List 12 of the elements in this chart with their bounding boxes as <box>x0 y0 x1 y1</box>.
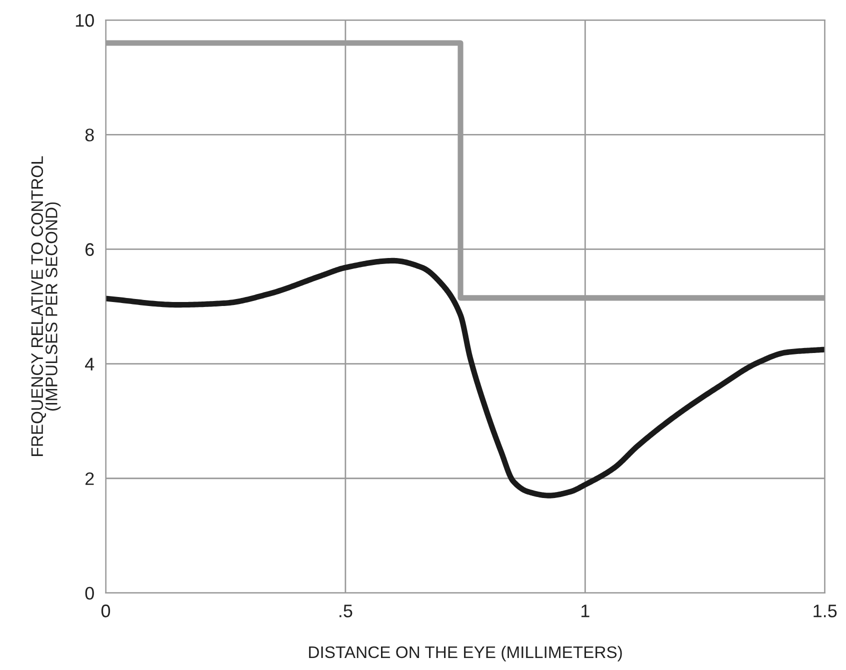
x-tick-label: .5 <box>340 604 352 618</box>
y-tick-label: 2 <box>86 472 94 485</box>
y-tick-label: 0 <box>85 586 94 600</box>
y-axis-title: FREQUENCY RELATIVE TO CONTROL (IMPULSES PER SECOND) <box>31 156 61 456</box>
y-tick-label: 4 <box>85 358 94 370</box>
y-tick-label: 6 <box>86 243 94 256</box>
x-tick-label: 0 <box>101 604 110 618</box>
x-tick-label: 1 <box>582 604 590 618</box>
y-tick-label: 8 <box>85 128 94 142</box>
y-tick-label: 10 <box>76 14 94 27</box>
x-axis-title: DISTANCE ON THE EYE (MILLIMETERS) <box>309 646 622 662</box>
x-tick-label: 1.5 <box>814 604 837 618</box>
